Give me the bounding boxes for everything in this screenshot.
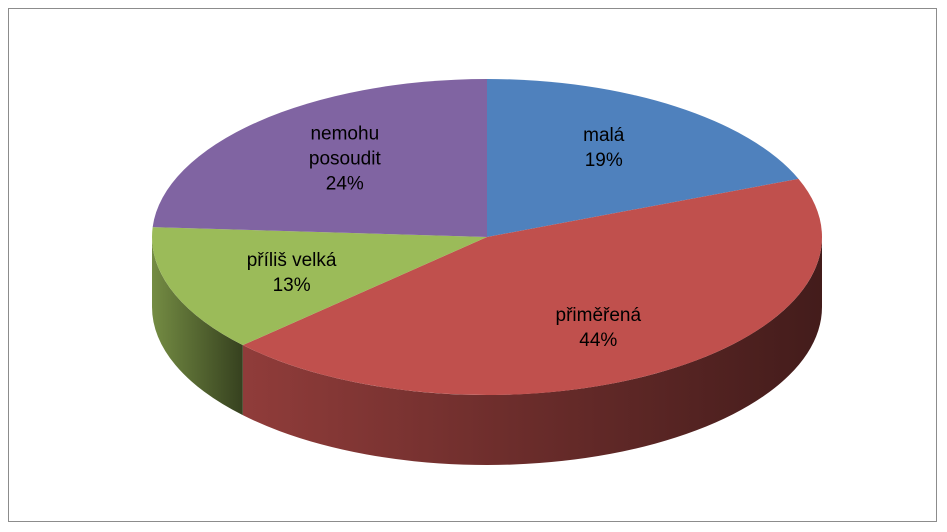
chart-frame bbox=[8, 8, 937, 522]
value-label: 13% bbox=[272, 275, 311, 297]
pie-side bbox=[152, 237, 243, 416]
value-label: 24% bbox=[325, 173, 364, 195]
pie-side bbox=[242, 237, 822, 466]
pie-slice bbox=[242, 178, 822, 395]
data-label: malá 19% bbox=[583, 123, 624, 173]
category-label: malá bbox=[583, 125, 625, 147]
data-label: příliš velká 13% bbox=[247, 248, 337, 298]
category-label: přiměřená bbox=[555, 304, 642, 326]
value-label: 44% bbox=[579, 329, 618, 351]
pie-slice bbox=[487, 79, 799, 237]
pie-slice bbox=[152, 227, 487, 346]
category-label: příliš velká bbox=[246, 250, 337, 272]
data-label: nemohu posoudit 24% bbox=[287, 121, 402, 196]
pie-slice bbox=[152, 79, 487, 237]
data-label: přiměřená 44% bbox=[556, 303, 642, 353]
category-label: nemohu posoudit bbox=[308, 123, 381, 170]
value-label: 19% bbox=[584, 150, 623, 172]
